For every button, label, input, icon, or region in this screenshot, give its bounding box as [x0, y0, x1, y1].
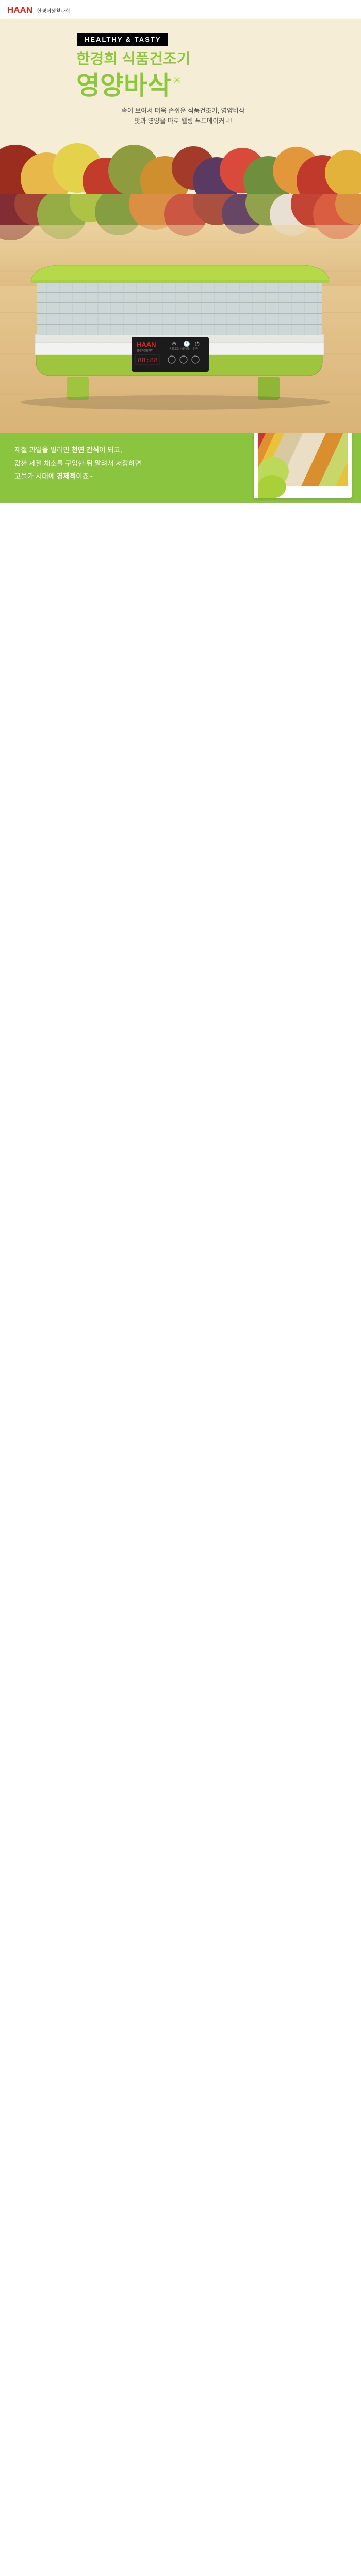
- svg-text:온도조절: 온도조절: [169, 347, 179, 351]
- svg-text:⏻: ⏻: [195, 341, 200, 347]
- svg-text:전원: 전원: [193, 347, 198, 351]
- svg-text:88:88: 88:88: [138, 357, 158, 364]
- svg-text:시간설정: 시간설정: [180, 347, 190, 351]
- svg-text:❄: ❄: [172, 341, 176, 347]
- svg-text:한경희생활과학: 한경희생활과학: [137, 349, 154, 352]
- svg-text:HAAN: HAAN: [137, 341, 156, 348]
- svg-text:🕐: 🕐: [183, 341, 190, 347]
